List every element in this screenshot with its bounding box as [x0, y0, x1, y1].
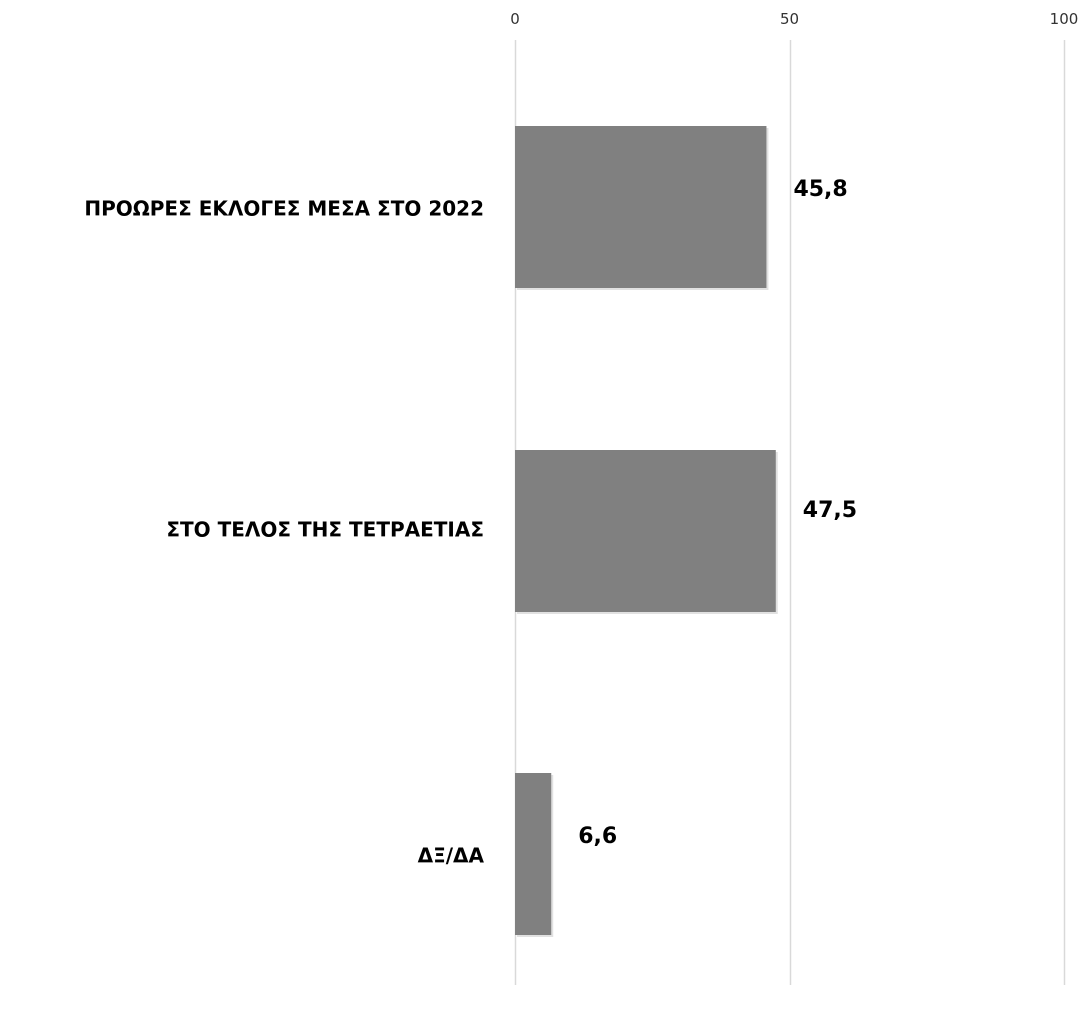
data-label: 47,5 — [803, 498, 857, 523]
labels: ΠΡΟΩΡΕΣ ΕΚΛΟΓΕΣ ΜΕΣΑ ΣΤΟ 2022 45,8 ΣΤΟ ΤΕΛ… — [84, 177, 857, 868]
data-label: 45,8 — [793, 177, 847, 202]
category-label: ΣΤΟ ΤΕΛΟΣ ΤΗΣ ΤΕΤΡΑΕΤΙΑΣ — [166, 518, 484, 542]
category-label: ΔΞ/ΔΑ — [418, 844, 485, 868]
data-label: 6,6 — [578, 824, 617, 849]
x-tick-label: 100 — [1050, 10, 1079, 28]
bar — [515, 126, 767, 288]
category-label: ΠΡΟΩΡΕΣ ΕΚΛΟΓΕΣ ΜΕΣΑ ΣΤΟ 2022 — [84, 197, 484, 221]
bar — [515, 450, 776, 612]
x-tick-label: 50 — [780, 10, 799, 28]
bar — [515, 773, 552, 935]
bars — [515, 126, 778, 937]
x-tick-label: 0 — [510, 10, 520, 28]
x-axis: 0 50 100 — [510, 10, 1078, 28]
